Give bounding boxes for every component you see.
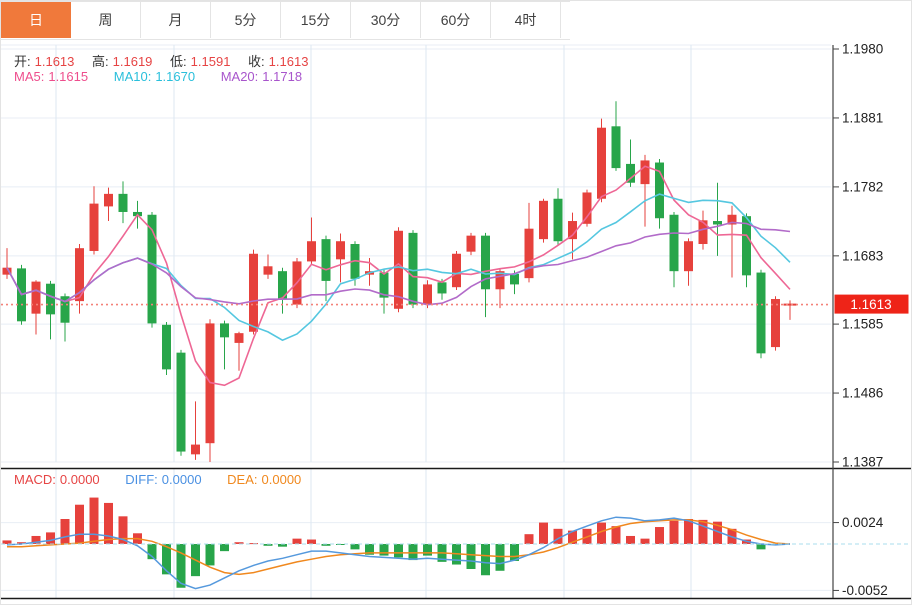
tab-30分[interactable]: 30分 (351, 2, 421, 38)
tab-月[interactable]: 月 (141, 2, 211, 38)
tab-15分[interactable]: 15分 (281, 2, 351, 38)
tab-4时[interactable]: 4时 (491, 2, 561, 38)
open-value: 1.1613 (34, 54, 75, 69)
diff-label: DIFF: (125, 472, 158, 487)
close-label: 收: (248, 54, 265, 69)
ma20-line (6, 221, 791, 306)
svg-text:1.1881: 1.1881 (842, 110, 883, 125)
ma5-value: 1.1615 (48, 69, 89, 84)
svg-text:1.1980: 1.1980 (842, 42, 883, 57)
tab-60分[interactable]: 60分 (421, 2, 491, 38)
tab-5分[interactable]: 5分 (211, 2, 281, 38)
axis-frame (1, 45, 911, 600)
svg-text:0.0024: 0.0024 (842, 515, 884, 530)
open-label: 开: (14, 54, 31, 69)
diff-line (6, 516, 791, 590)
svg-text:1.1486: 1.1486 (842, 386, 883, 401)
ma20-value: 1.1718 (262, 69, 303, 84)
macd-histogram (2, 497, 766, 588)
macd-row: MACD: 0.0000 DIFF: 0.0000 DEA: 0.0000 (14, 472, 305, 487)
tab-日[interactable]: 日 (1, 2, 71, 38)
low-label: 低: (170, 54, 187, 69)
close-value: 1.1613 (268, 54, 309, 69)
dea-label: DEA: (227, 472, 258, 487)
ma10-label: MA10: (113, 69, 152, 84)
svg-text:1.1782: 1.1782 (842, 179, 883, 194)
ma10-value: 1.1670 (155, 69, 196, 84)
low-value: 1.1591 (190, 54, 231, 69)
svg-text:-0.0052: -0.0052 (842, 583, 888, 598)
timeframe-tabbar: 日周月 5分 15分 30分 60分 4时 (1, 1, 570, 40)
axis-labels: 1.1980 1.1881 1.1782 1.1683 1.1585 1.1486 1.13… (833, 42, 888, 598)
high-value: 1.1619 (112, 54, 153, 69)
ma-lines (6, 165, 791, 387)
svg-text:1.1585: 1.1585 (842, 317, 883, 332)
diff-value: 0.0000 (161, 472, 202, 487)
last-price-tag-value: 1.1613 (850, 297, 891, 312)
dea-value: 0.0000 (261, 472, 302, 487)
price-tag: 1.1613 (834, 294, 909, 314)
svg-text:1.1683: 1.1683 (842, 248, 883, 263)
macd-value: 0.0000 (59, 472, 100, 487)
svg-text:1.1387: 1.1387 (842, 455, 883, 470)
ma5-line (6, 165, 791, 387)
macd-label: MACD: (14, 472, 56, 487)
ma20-label: MA20: (220, 69, 259, 84)
ma5-label: MA5: (14, 69, 45, 84)
gridlines (1, 44, 831, 598)
dea-line (7, 519, 791, 576)
ma-row: MA5: 1.1615 MA10: 1.1670 MA20: 1.1718 (14, 69, 306, 84)
high-label: 高: (92, 54, 109, 69)
candles (2, 101, 797, 462)
ohlc-row: 开: 1.1613 高: 1.1619 低: 1.1591 收: 1.1613 (14, 51, 312, 70)
tab-周[interactable]: 周 (71, 2, 141, 38)
